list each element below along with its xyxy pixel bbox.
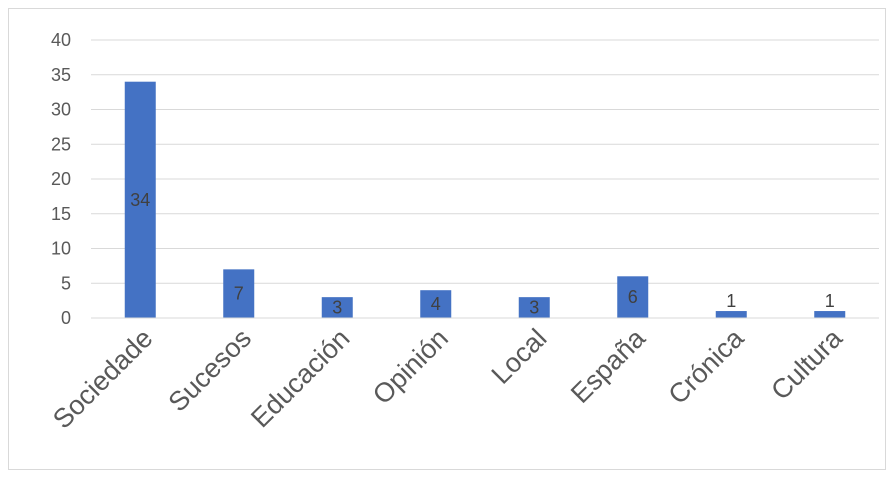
data-label: 7 [234, 284, 244, 304]
data-label: 1 [825, 291, 835, 311]
bars [124, 81, 846, 318]
bar [124, 81, 156, 318]
x-tick-label: Educación [245, 323, 355, 433]
y-tick-label: 30 [51, 100, 71, 120]
x-tick-label: Crónica [662, 322, 750, 410]
bar [617, 276, 649, 318]
y-tick-label: 25 [51, 134, 71, 154]
chart-area: 0 5 10 15 20 25 30 35 40 34 7 3 4 3 6 1 1 Sociedade Suce… [8, 8, 886, 470]
x-tick-label: Sucesos [163, 323, 257, 417]
y-tick-label: 35 [51, 65, 71, 85]
bar [420, 290, 452, 318]
x-tick-label: Local [486, 323, 553, 390]
y-tick-label: 15 [51, 204, 71, 224]
bar [715, 311, 747, 318]
x-tick-label: Cultura [765, 322, 848, 405]
x-tick-label: Opinión [367, 323, 454, 410]
y-tick-label: 40 [51, 30, 71, 50]
y-tick-label: 5 [61, 273, 71, 293]
bar [814, 311, 846, 318]
y-tick-label: 10 [51, 239, 71, 259]
gridlines [91, 39, 879, 284]
data-label: 34 [130, 190, 150, 210]
y-tick-label: 20 [51, 169, 71, 189]
x-tick-label: España [565, 322, 652, 409]
data-label: 1 [726, 291, 736, 311]
y-tick-label: 0 [61, 308, 71, 328]
bar [223, 269, 255, 318]
data-label: 4 [431, 294, 441, 314]
data-label: 3 [332, 298, 342, 318]
y-axis-ticks: 0 5 10 15 20 25 30 35 40 [51, 30, 71, 328]
data-label: 3 [529, 298, 539, 318]
data-label: 6 [628, 287, 638, 307]
bar [518, 297, 550, 318]
x-tick-label: Sociedade [47, 323, 158, 434]
bar [321, 297, 353, 318]
